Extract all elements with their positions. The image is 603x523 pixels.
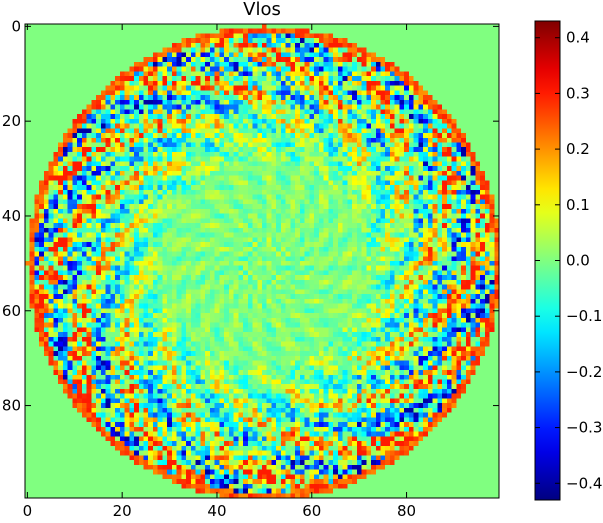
y-tick-label: 0 bbox=[11, 17, 21, 35]
chart-title: Vlos bbox=[243, 0, 281, 20]
colorbar-tick-label: 0.4 bbox=[566, 29, 590, 47]
heatmap-raster bbox=[25, 24, 499, 498]
colorbar-tick-label: −0.3 bbox=[566, 419, 602, 437]
colorbar-tick-label: −0.2 bbox=[566, 363, 602, 381]
colorbar-tick-label: 0.3 bbox=[566, 84, 590, 102]
colorbar-tick-label: 0.2 bbox=[566, 140, 590, 158]
colorbar-tick-label: 0.0 bbox=[566, 252, 590, 270]
colorbar-tick-label: −0.1 bbox=[566, 307, 602, 325]
colorbar: −0.4 −0.3 −0.2 −0.1 0.0 0.1 0.2 0.3 0.4 bbox=[534, 20, 602, 501]
y-tick-label: 20 bbox=[2, 112, 21, 130]
plot-frame bbox=[24, 23, 500, 499]
heatmap-image bbox=[25, 24, 499, 498]
y-tick-label: 80 bbox=[2, 397, 21, 415]
y-tick-label: 60 bbox=[2, 302, 21, 320]
x-tick-label: 20 bbox=[113, 502, 132, 519]
x-tick-label: 60 bbox=[302, 502, 321, 519]
colorbar-tick-label: 0.1 bbox=[566, 196, 590, 214]
x-tick-label: 80 bbox=[397, 502, 416, 519]
x-tick-label: 40 bbox=[207, 502, 226, 519]
colorbar-tick-label: −0.4 bbox=[566, 474, 602, 492]
y-tick-label: 40 bbox=[2, 207, 21, 225]
x-axis: 0 20 40 60 80 bbox=[23, 24, 416, 520]
x-tick-label: 0 bbox=[23, 502, 33, 519]
y-axis: 0 20 40 60 80 bbox=[2, 17, 499, 415]
